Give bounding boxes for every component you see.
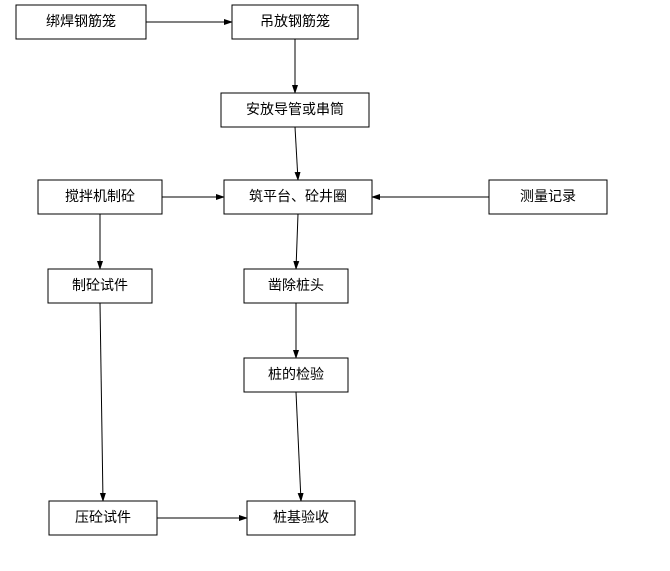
flowchart-node: 筑平台、砼井圈 (224, 180, 372, 214)
flowchart-edge (296, 392, 301, 501)
node-label: 绑焊钢筋笼 (46, 13, 116, 30)
flowchart-diagram: 绑焊钢筋笼 吊放钢筋笼安放导管或串筒搅拌机制砼 筑平台、砼井圈 测量记录制砼试件 凿除桩… (0, 0, 670, 571)
flowchart-node: 压砼试件 (49, 501, 157, 535)
flowchart-node: 桩基验收 (247, 501, 355, 535)
node-label: 搅拌机制砼 (65, 189, 135, 205)
node-label: 凿除桩头 (268, 277, 324, 294)
flowchart-node: 安放导管或串筒 (221, 93, 369, 127)
flowchart-node: 测量记录 (489, 180, 607, 214)
flowchart-node: 凿除桩头 (244, 269, 348, 303)
flowchart-node: 绑焊钢筋笼 (16, 5, 146, 39)
node-label: 筑平台、砼井圈 (249, 189, 347, 205)
flowchart-node: 制砼试件 (48, 269, 152, 303)
node-label: 安放导管或串筒 (246, 101, 344, 118)
flowchart-edge (100, 303, 103, 501)
flowchart-edge (296, 214, 298, 269)
node-label: 制砼试件 (72, 278, 128, 294)
flowchart-edge (295, 127, 298, 180)
flowchart-node: 搅拌机制砼 (38, 180, 162, 214)
node-label: 压砼试件 (75, 510, 131, 526)
flowchart-node: 吊放钢筋笼 (232, 5, 358, 39)
node-label: 桩基验收 (273, 509, 329, 526)
node-label: 桩的检验 (268, 366, 324, 383)
flowchart-node: 桩的检验 (244, 358, 348, 392)
node-label: 测量记录 (520, 189, 576, 205)
node-label: 吊放钢筋笼 (260, 13, 330, 30)
